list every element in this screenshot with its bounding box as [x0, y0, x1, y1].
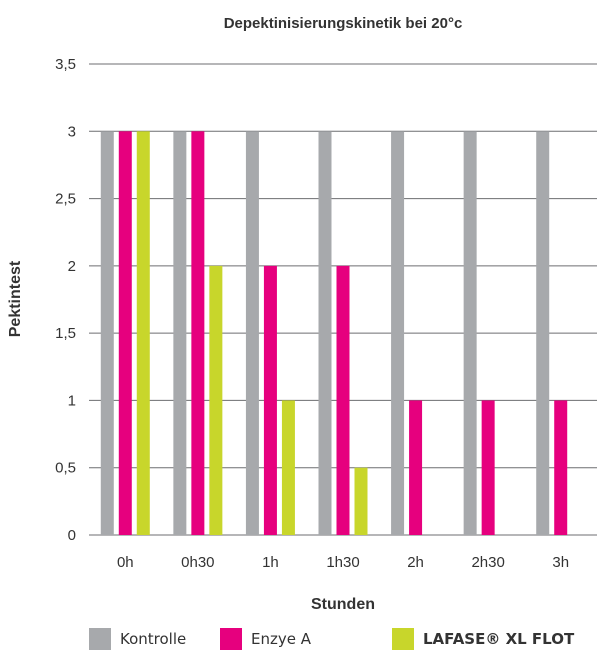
- y-tick-label: 0: [68, 527, 76, 544]
- bar: [173, 131, 187, 536]
- bar: [136, 131, 150, 536]
- bar: [554, 400, 568, 535]
- y-tick-label: 3,5: [55, 56, 76, 73]
- bar: [281, 400, 295, 535]
- bar: [118, 131, 132, 536]
- bar: [245, 131, 259, 536]
- y-tick-label: 1,5: [55, 325, 76, 342]
- x-tick-label: 1h: [262, 554, 279, 571]
- legend-swatch-kontrolle: [89, 628, 111, 650]
- y-tick-label: 2,5: [55, 191, 76, 208]
- bar: [409, 400, 423, 535]
- bar: [100, 131, 114, 536]
- y-tick-label: 3: [68, 123, 76, 140]
- legend-item-enzye-a: Enzye A: [220, 624, 311, 654]
- bar: [336, 265, 350, 535]
- legend-item-lafase-xl-flot: LAFASE® XL FLOT: [392, 624, 574, 654]
- x-tick-label: 0h: [117, 554, 134, 571]
- legend-swatch-enzye-a: [220, 628, 242, 650]
- bar: [536, 131, 550, 536]
- x-tick-label: 3h: [552, 554, 569, 571]
- x-tick-label: 1h30: [326, 554, 359, 571]
- bars: [100, 131, 568, 536]
- bar: [481, 400, 495, 535]
- chart-title: Depektinisierungskinetik bei 20°c: [224, 15, 463, 32]
- y-tick-label: 2: [68, 258, 76, 275]
- bar: [463, 131, 477, 536]
- x-tick-label: 2h: [407, 554, 424, 571]
- y-tick-label: 0,5: [55, 460, 76, 477]
- y-tick-labels: 0 0,5 1 1,5 2 2,5 3 3,5: [55, 56, 76, 544]
- x-tick-label: 0h30: [181, 554, 214, 571]
- y-tick-label: 1: [68, 392, 76, 409]
- bar: [391, 131, 405, 536]
- legend-label-enzye-a: Enzye A: [251, 630, 311, 648]
- bar: [263, 265, 277, 535]
- legend-label-kontrolle: Kontrolle: [120, 630, 187, 648]
- x-axis-label: Stunden: [311, 596, 375, 613]
- legend-swatch-lafase-xl-flot: [392, 628, 414, 650]
- chart: Depektinisierungskinetik bei 20°c 0 0,5 1 1…: [7, 15, 597, 613]
- x-tick-label: 2h30: [471, 554, 504, 571]
- bar: [354, 467, 368, 535]
- bar: [191, 131, 205, 536]
- bar: [209, 265, 223, 535]
- y-axis-label: Pektintest: [7, 260, 24, 337]
- x-tick-labels: 0h 0h30 1h 1h30 2h 2h30 3h: [117, 554, 569, 571]
- legend-item-kontrolle: Kontrolle: [89, 624, 186, 654]
- bar: [318, 131, 332, 536]
- legend: Kontrolle Enzye A LAFASE® XL FLOT: [0, 624, 609, 654]
- legend-label-lafase-xl-flot: LAFASE® XL FLOT: [423, 630, 575, 648]
